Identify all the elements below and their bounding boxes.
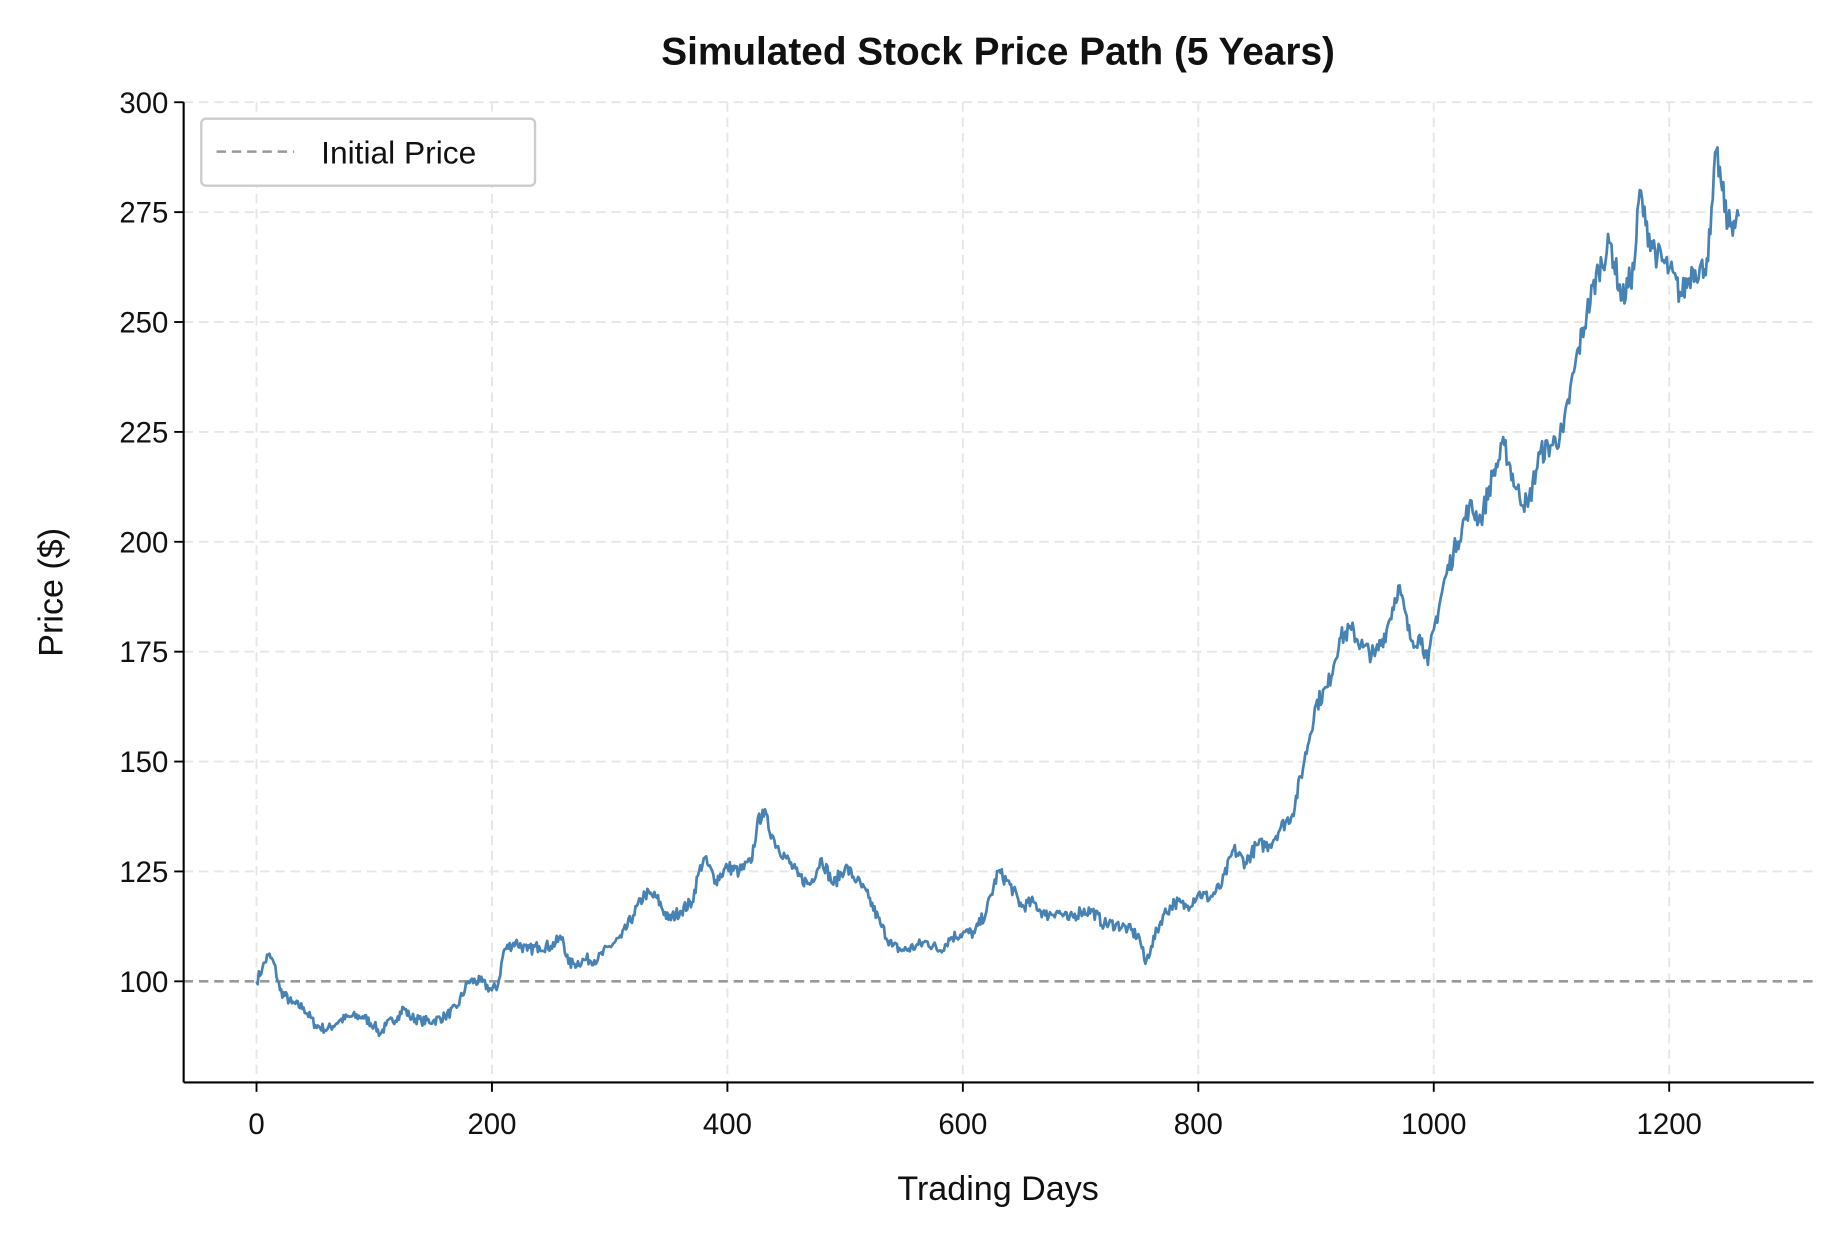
x-tick-label: 0: [248, 1108, 264, 1141]
ticks: 0 200 400 600 800 1000 1200 100 125 150 175 200 225 2…: [119, 87, 1702, 1141]
y-tick-label: 200: [119, 526, 168, 559]
x-tick-label: 1000: [1401, 1108, 1466, 1141]
x-tick-label: 600: [938, 1108, 987, 1141]
y-tick-label: 275: [119, 197, 168, 230]
legend: Initial Price: [200, 117, 537, 187]
price-series-line: [255, 146, 1740, 1038]
x-tick-label: 1200: [1637, 1108, 1702, 1141]
y-axis-label: Price ($): [33, 528, 71, 657]
y-tick-label: 125: [119, 856, 168, 889]
y-tick-label: 250: [119, 307, 168, 340]
x-tick-label: 800: [1174, 1108, 1223, 1141]
legend-label: Initial Price: [321, 134, 476, 170]
legend-box: [200, 117, 537, 187]
x-tick-label: 400: [703, 1108, 752, 1141]
chart-title: Simulated Stock Price Path (5 Years): [661, 31, 1335, 74]
y-tick-label: 150: [119, 746, 168, 779]
x-axis-label: Trading Days: [897, 1170, 1098, 1208]
y-tick-label: 225: [119, 416, 168, 449]
grid: [183, 101, 1814, 1083]
x-tick-label: 200: [467, 1108, 516, 1141]
y-tick-label: 175: [119, 636, 168, 669]
y-tick-label: 100: [119, 966, 168, 999]
y-tick-label: 300: [119, 87, 168, 120]
